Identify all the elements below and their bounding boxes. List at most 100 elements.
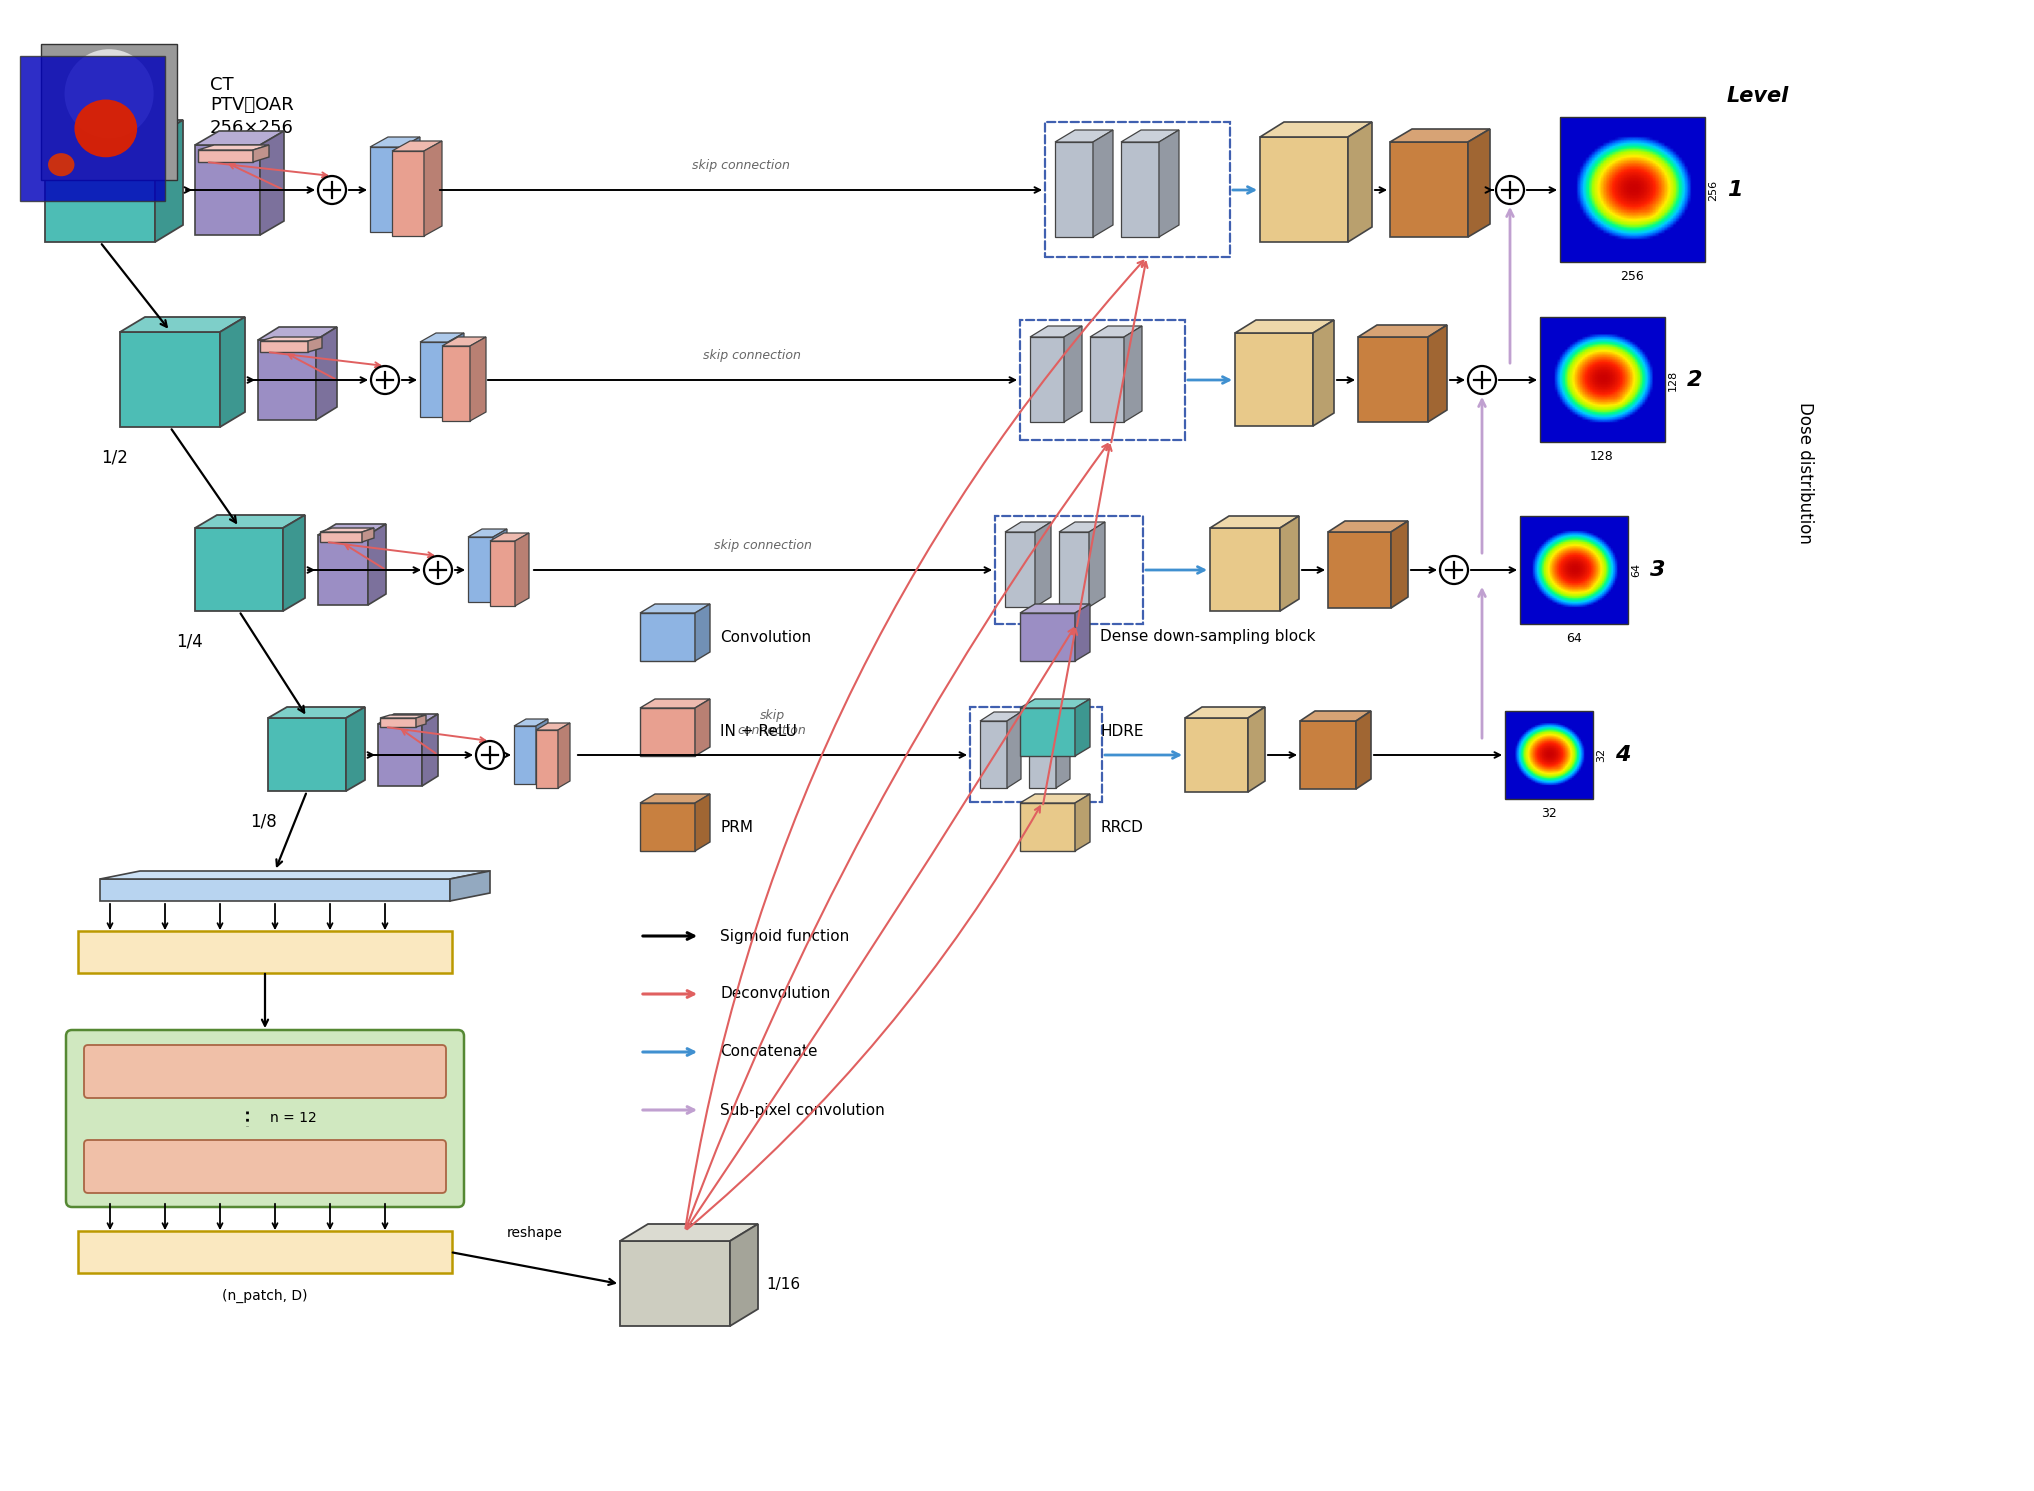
- Polygon shape: [346, 707, 364, 792]
- Text: 256×256: 256×256: [210, 119, 293, 137]
- Polygon shape: [1389, 142, 1469, 237]
- Polygon shape: [1076, 604, 1090, 661]
- Polygon shape: [1092, 130, 1113, 237]
- Polygon shape: [100, 880, 450, 901]
- Polygon shape: [1186, 707, 1265, 719]
- Text: PRM: PRM: [720, 820, 753, 835]
- Polygon shape: [641, 699, 710, 708]
- Text: Linear Projection: Linear Projection: [191, 944, 338, 960]
- Polygon shape: [1029, 713, 1070, 722]
- Polygon shape: [258, 327, 338, 340]
- Polygon shape: [1090, 337, 1125, 422]
- Polygon shape: [641, 795, 710, 804]
- Polygon shape: [730, 1224, 759, 1325]
- Text: Concatenate: Concatenate: [720, 1045, 818, 1060]
- Polygon shape: [155, 119, 183, 242]
- Polygon shape: [641, 804, 696, 851]
- Polygon shape: [1210, 528, 1279, 611]
- Polygon shape: [1056, 142, 1092, 237]
- Polygon shape: [1019, 795, 1090, 804]
- Polygon shape: [447, 332, 464, 417]
- Polygon shape: [1428, 325, 1446, 422]
- Polygon shape: [1056, 130, 1113, 142]
- Polygon shape: [1019, 708, 1076, 756]
- FancyBboxPatch shape: [77, 930, 452, 974]
- Bar: [970, 707, 1102, 802]
- Polygon shape: [1007, 713, 1021, 789]
- Polygon shape: [1389, 130, 1491, 142]
- Text: 3: 3: [1650, 561, 1666, 580]
- Polygon shape: [1005, 532, 1035, 607]
- Polygon shape: [317, 523, 386, 535]
- Text: 256: 256: [1709, 179, 1719, 201]
- Polygon shape: [197, 151, 252, 163]
- Polygon shape: [419, 341, 447, 417]
- Polygon shape: [1235, 332, 1314, 426]
- Text: n = 12: n = 12: [271, 1111, 317, 1126]
- Polygon shape: [319, 532, 362, 543]
- Ellipse shape: [49, 154, 75, 176]
- Text: reshape: reshape: [506, 1226, 563, 1241]
- Polygon shape: [1121, 130, 1180, 142]
- Text: Transformer Layer: Transformer Layer: [187, 1159, 344, 1173]
- Polygon shape: [696, 795, 710, 851]
- Polygon shape: [696, 604, 710, 661]
- Bar: [1560, 116, 1704, 262]
- Polygon shape: [403, 137, 419, 233]
- Polygon shape: [1035, 522, 1052, 607]
- Polygon shape: [515, 719, 547, 726]
- Text: Deconvolution: Deconvolution: [720, 987, 830, 1002]
- Polygon shape: [120, 332, 220, 426]
- Polygon shape: [1125, 327, 1141, 422]
- Polygon shape: [492, 529, 506, 602]
- Polygon shape: [1349, 122, 1373, 242]
- Text: skip connection: skip connection: [714, 540, 812, 552]
- Polygon shape: [380, 716, 425, 719]
- Circle shape: [476, 741, 504, 769]
- Polygon shape: [378, 714, 437, 725]
- Polygon shape: [980, 722, 1007, 789]
- Text: 1/4: 1/4: [177, 634, 203, 652]
- Polygon shape: [100, 871, 490, 880]
- Polygon shape: [120, 318, 244, 332]
- Polygon shape: [1029, 722, 1056, 789]
- Text: 128: 128: [1591, 450, 1613, 464]
- Polygon shape: [1391, 520, 1408, 608]
- Polygon shape: [417, 716, 425, 728]
- Polygon shape: [380, 719, 417, 728]
- Polygon shape: [620, 1224, 759, 1241]
- Polygon shape: [470, 337, 486, 420]
- Text: RRCD: RRCD: [1100, 820, 1143, 835]
- Polygon shape: [515, 726, 537, 784]
- Polygon shape: [1300, 722, 1357, 789]
- Polygon shape: [1159, 130, 1180, 237]
- Polygon shape: [1029, 337, 1064, 422]
- Text: 1/8: 1/8: [250, 813, 277, 830]
- Polygon shape: [260, 341, 307, 352]
- Circle shape: [1440, 556, 1469, 584]
- Circle shape: [317, 176, 346, 204]
- Polygon shape: [1019, 804, 1076, 851]
- Circle shape: [1469, 365, 1495, 394]
- Polygon shape: [260, 131, 285, 236]
- Polygon shape: [1019, 604, 1090, 613]
- Polygon shape: [307, 337, 321, 352]
- Polygon shape: [1186, 719, 1249, 792]
- Polygon shape: [317, 535, 368, 605]
- Polygon shape: [450, 871, 490, 901]
- Polygon shape: [1259, 137, 1349, 242]
- Polygon shape: [260, 337, 321, 341]
- Polygon shape: [1005, 522, 1052, 532]
- Polygon shape: [1314, 321, 1334, 426]
- Bar: [1045, 122, 1231, 256]
- Polygon shape: [641, 708, 696, 756]
- Polygon shape: [441, 346, 470, 420]
- Polygon shape: [362, 528, 374, 543]
- Polygon shape: [268, 719, 346, 792]
- Polygon shape: [468, 529, 506, 537]
- Polygon shape: [393, 142, 441, 151]
- Text: IN + ReLU: IN + ReLU: [720, 725, 797, 740]
- Circle shape: [423, 556, 452, 584]
- Polygon shape: [393, 151, 423, 236]
- Text: CT: CT: [210, 76, 234, 94]
